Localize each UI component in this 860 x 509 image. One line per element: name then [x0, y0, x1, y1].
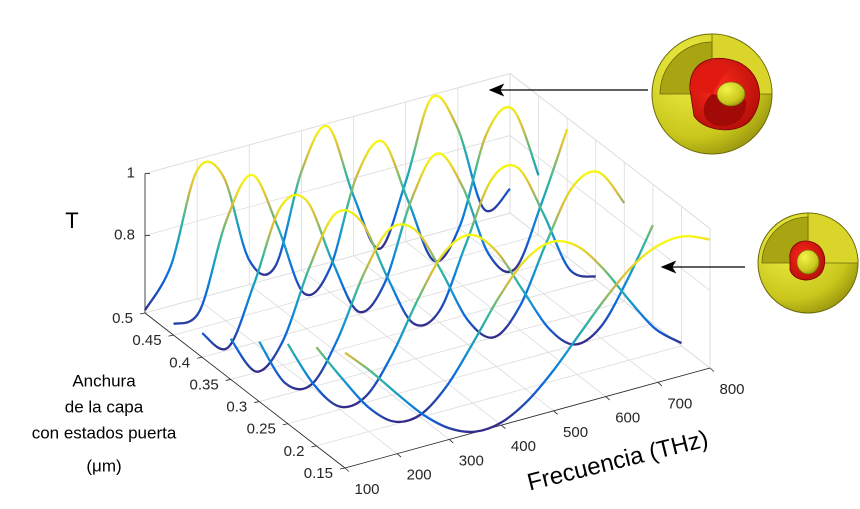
x-tick-label: 200	[407, 467, 432, 484]
series-line	[173, 106, 540, 326]
x-tick-label: 300	[459, 452, 484, 469]
z-axis-label: T	[65, 208, 78, 233]
grid-line	[457, 226, 659, 383]
y-axis-label: Anchura	[72, 371, 136, 390]
x-tick	[605, 396, 610, 401]
y-tick	[168, 334, 174, 337]
x-axis	[344, 367, 711, 469]
x-tick	[344, 467, 350, 472]
y-axis-label: con estados puerta	[32, 423, 177, 442]
x-tick-label: 800	[719, 381, 744, 398]
grid-line	[249, 284, 450, 440]
y-axis	[144, 312, 346, 469]
x-axis-label: Frecuencia (THz)	[525, 425, 711, 496]
x-tick-label: 600	[615, 410, 640, 427]
y-tick-label: 0.5	[112, 310, 133, 327]
grid-line	[144, 135, 511, 236]
grid-line	[144, 73, 511, 174]
plot-area: 100 200 300 400 500 600 700 800 0.15 0.2 0.250.3 0.…	[112, 73, 745, 498]
z-tick-label: 1	[127, 164, 135, 181]
y-tick	[339, 467, 346, 470]
x-tick	[501, 424, 506, 429]
series-line	[258, 170, 626, 391]
x-tick	[449, 439, 454, 444]
y-tick	[311, 445, 317, 448]
x-tick-label: 700	[667, 395, 692, 412]
grid-line	[173, 234, 539, 336]
y-tick	[139, 312, 146, 315]
grid-line	[509, 73, 711, 229]
series-line	[315, 239, 682, 424]
x-tick	[553, 410, 558, 415]
y-tick	[282, 423, 288, 426]
y-tick-label: 0.25	[247, 421, 276, 438]
x-tick-label: 100	[354, 481, 379, 498]
grid-line	[316, 345, 682, 447]
grid-line	[202, 256, 568, 358]
grid-line	[353, 255, 554, 412]
z-tick-label: 0.8	[114, 226, 135, 243]
series-line	[201, 128, 569, 351]
grid-line	[301, 269, 502, 426]
y-tick-label: 0.35	[190, 376, 219, 393]
y-tick-label: 0.45	[132, 332, 161, 349]
y-tick-label: 0.3	[226, 399, 247, 416]
x-tick-label: 500	[563, 424, 588, 441]
y-tick	[197, 356, 203, 359]
y-axis-label: (μm)	[86, 456, 121, 475]
grid-line	[230, 279, 596, 380]
x-tick	[657, 381, 663, 387]
series-line	[144, 94, 511, 311]
x-tick	[709, 367, 715, 372]
sphere-illustration	[757, 212, 859, 314]
series-line	[344, 234, 711, 434]
x-tick-label: 400	[511, 438, 536, 455]
sphere-illustration	[651, 33, 773, 155]
y-tick-label: 0.15	[304, 465, 333, 482]
y-tick-label: 0.4	[169, 354, 190, 371]
x-tick	[396, 453, 402, 458]
series-line	[229, 164, 597, 373]
y-tick	[225, 379, 231, 381]
grid-line	[259, 301, 625, 402]
grid-line	[509, 212, 711, 369]
y-tick-label: 0.2	[284, 443, 305, 460]
series-line	[286, 224, 654, 409]
grid-line	[196, 298, 398, 455]
grid-line	[509, 135, 711, 291]
y-axis-label: de la capa	[65, 397, 144, 416]
grid-line	[287, 323, 653, 425]
y-tick	[254, 401, 260, 403]
